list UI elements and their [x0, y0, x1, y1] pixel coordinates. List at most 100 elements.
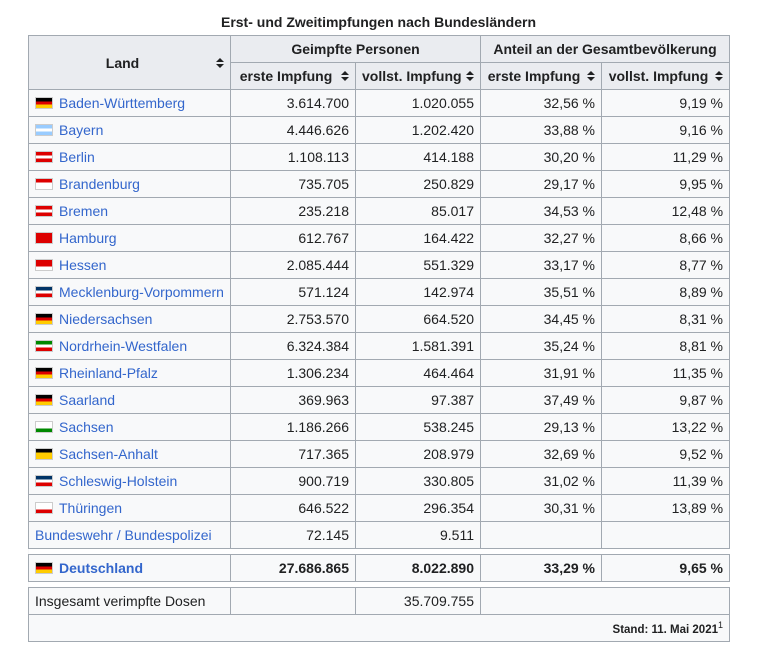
number-cell: 9,65 %: [600, 554, 731, 582]
flag-icon: [35, 367, 53, 380]
number-cell: 538.245: [355, 413, 481, 441]
header-sort[interactable]: erste Impfung: [230, 62, 356, 90]
name-cell: Baden-Württemberg: [28, 89, 231, 117]
number-cell: 33,29 %: [480, 554, 602, 582]
table-row: Brandenburg 735.705 250.829 29,17 % 9,95 %: [28, 170, 731, 198]
region-link[interactable]: Sachsen: [59, 419, 114, 435]
region-link[interactable]: Hessen: [59, 257, 107, 273]
table-row: Deutschland 27.686.865 8.022.890 33,29 % 9,6…: [28, 554, 731, 582]
number-cell: 13,22 %: [600, 413, 731, 441]
name-cell: Hessen: [28, 251, 231, 279]
region-link[interactable]: Deutschland: [59, 560, 144, 576]
flag-icon: [35, 259, 53, 272]
number-cell: 250.829: [355, 170, 481, 198]
region-link[interactable]: Rheinland-Pfalz: [59, 365, 158, 381]
flag-icon: [35, 394, 53, 407]
number-cell: 30,20 %: [480, 143, 602, 171]
flag-icon: [35, 97, 53, 110]
header-sort[interactable]: vollst. Impfung: [355, 62, 481, 90]
flag-icon: [35, 124, 53, 137]
table-row: Schleswig-Holstein 900.719 330.805 31,02 % 1…: [28, 467, 731, 495]
number-cell: 9,95 %: [600, 170, 731, 198]
number-cell: 29,17 %: [480, 170, 602, 198]
number-cell: 11,29 %: [600, 143, 731, 171]
number-cell: 664.520: [355, 305, 481, 333]
region-link[interactable]: Bremen: [59, 203, 109, 219]
name-cell: Saarland: [28, 386, 231, 414]
region-link[interactable]: Niedersachsen: [59, 311, 153, 327]
number-cell: 1.581.391: [355, 332, 481, 360]
number-cell: 8,81 %: [600, 332, 731, 360]
number-cell: 296.354: [355, 494, 481, 522]
number-cell: 164.422: [355, 224, 481, 252]
number-cell: 31,91 %: [480, 359, 602, 387]
number-cell: 8,31 %: [600, 305, 731, 333]
number-cell: 8,77 %: [600, 251, 731, 279]
number-cell: 2.085.444: [230, 251, 356, 279]
number-cell: 29,13 %: [480, 413, 602, 441]
region-link[interactable]: Nordrhein-Westfalen: [59, 338, 188, 354]
footnote-ref[interactable]: 1: [718, 620, 724, 631]
number-cell: 900.719: [230, 467, 356, 495]
flag-icon: [35, 151, 53, 164]
number-cell: 414.188: [355, 143, 481, 171]
table-row: Niedersachsen 2.753.570 664.520 34,45 % 8,31…: [28, 305, 731, 333]
number-cell: 37,49 %: [480, 386, 602, 414]
flag-icon: [35, 502, 53, 515]
region-link[interactable]: Berlin: [59, 149, 95, 165]
number-cell: 9.511: [355, 521, 481, 549]
number-cell: 208.979: [355, 440, 481, 468]
region-link[interactable]: Bundeswehr / Bundespolizei: [35, 527, 212, 543]
name-cell: Brandenburg: [28, 170, 231, 198]
number-cell: 8,66 %: [600, 224, 731, 252]
header-land[interactable]: Land: [28, 35, 231, 90]
name-cell: Bayern: [28, 116, 231, 144]
table-row: Insgesamt verimpfte Dosen 35.709.755: [28, 587, 731, 615]
region-link[interactable]: Thüringen: [59, 500, 123, 516]
number-cell: 8.022.890: [355, 554, 481, 582]
region-link[interactable]: Brandenburg: [59, 176, 140, 192]
header-group: Anteil an der Gesamtbevölkerung: [479, 35, 731, 63]
region-link[interactable]: Schleswig-Holstein: [59, 473, 178, 489]
number-cell: 33,88 %: [480, 116, 602, 144]
name-cell: Sachsen-Anhalt: [28, 440, 231, 468]
region-link[interactable]: Mecklenburg-Vorpommern: [59, 284, 224, 300]
table-row: Mecklenburg-Vorpommern 571.124 142.974 35,5…: [28, 278, 731, 306]
number-cell: 571.124: [230, 278, 356, 306]
number-cell: 11,39 %: [600, 467, 731, 495]
name-cell: Insgesamt verimpfte Dosen: [28, 587, 231, 615]
flag-icon: [35, 562, 53, 575]
table-row: Rheinland-Pfalz 1.306.234 464.464 31,91 % 11…: [28, 359, 731, 387]
number-cell: 1.020.055: [355, 89, 481, 117]
number-cell: 35,51 %: [480, 278, 602, 306]
region-link[interactable]: Sachsen-Anhalt: [59, 446, 158, 462]
table-row: Sachsen 1.186.266 538.245 29,13 % 13,22 %: [28, 413, 731, 441]
number-cell: 72.145: [230, 521, 356, 549]
caption: Erst- und Zweitimpfungen nach Bundesländ…: [220, 14, 536, 30]
number-cell: 1.186.266: [230, 413, 356, 441]
number-cell: 34,45 %: [480, 305, 602, 333]
footer-cell: Stand: 11. Mai 20211: [27, 614, 731, 642]
number-cell: 32,69 %: [480, 440, 602, 468]
table-row: Nordrhein-Westfalen 6.324.384 1.581.391 35,…: [28, 332, 731, 360]
flag-icon: [35, 421, 53, 434]
flag-icon: [35, 448, 53, 461]
number-cell: 717.365: [230, 440, 356, 468]
number-cell: 33,17 %: [480, 251, 602, 279]
table-row: Bayern 4.446.626 1.202.420 33,88 % 9,16 %: [28, 116, 731, 144]
region-link[interactable]: Saarland: [59, 392, 116, 408]
header-sort[interactable]: vollst. Impfung: [600, 62, 731, 90]
region-link[interactable]: Bayern: [59, 122, 104, 138]
region-link[interactable]: Hamburg: [59, 230, 117, 246]
region-link[interactable]: Baden-Württemberg: [59, 95, 186, 111]
flag-icon: [35, 205, 53, 218]
header-sort[interactable]: erste Impfung: [480, 62, 602, 90]
header-group: Geimpfte Personen: [230, 35, 481, 63]
number-cell: 646.522: [230, 494, 356, 522]
number-cell: 35.709.755: [355, 587, 481, 615]
number-cell: 551.329: [355, 251, 481, 279]
flag-icon: [35, 340, 53, 353]
table-row: Berlin 1.108.113 414.188 30,20 % 11,29 %: [28, 143, 731, 171]
number-cell: 97.387: [355, 386, 481, 414]
footer-text: Stand: 11. Mai 2021: [612, 623, 718, 636]
